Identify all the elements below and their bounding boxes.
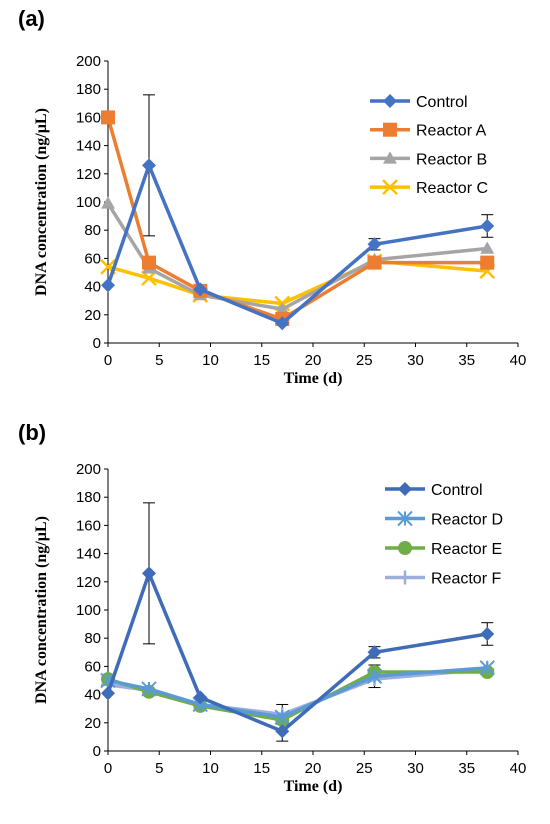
a-x-tick-label: 25 (356, 352, 373, 369)
b-y-tick-label: 180 (76, 489, 101, 506)
a-legend-marker (382, 179, 398, 195)
b-series-0-point (193, 690, 208, 705)
panel-b-label: (b) (18, 420, 47, 445)
b-legend-marker (397, 510, 413, 527)
a-x-tick-label: 40 (510, 352, 527, 369)
a-x-tick-label: 30 (407, 352, 424, 369)
b-legend-marker (398, 482, 412, 496)
a-series-line-3 (107, 259, 488, 306)
a-y-tick-label: 40 (84, 279, 101, 296)
b-series-0-point (480, 626, 495, 641)
a-y-tick-label: 160 (76, 109, 101, 126)
a-x-tick-label: 20 (305, 352, 322, 369)
b-x-tick-label: 5 (155, 760, 163, 777)
b-y-tick-label: 140 (76, 546, 101, 563)
b-x-tick-label: 20 (305, 760, 322, 777)
b-legend-label: Reactor E (431, 541, 502, 558)
a-y-tick-label: 180 (76, 81, 101, 98)
chart-a: 0 20 40 60 80 100 120 140 160 180 200 0 5 10 15 20 25 30 3… (33, 53, 527, 387)
a-series-0-point (142, 158, 156, 173)
a-series-2-point (101, 196, 115, 209)
a-y-tick-label: 0 (93, 335, 101, 352)
a-legend-marker (383, 151, 397, 164)
a-series-line-0 (106, 163, 488, 326)
b-series-0-point (275, 724, 290, 739)
a-y-tick-label: 200 (76, 53, 101, 70)
b-x-tick-label: 35 (458, 760, 475, 777)
a-legend-label: Reactor C (416, 180, 488, 197)
b-series-0-point (367, 645, 382, 660)
b-x-tick-label: 25 (356, 760, 373, 777)
b-legend-label: Reactor D (431, 512, 503, 529)
a-y-tick-label: 80 (84, 222, 101, 239)
b-y-tick-label: 60 (84, 658, 101, 675)
b-x-tick-label: 10 (202, 760, 219, 777)
a-series-1-point (480, 255, 495, 270)
a-series-line-1 (106, 116, 488, 321)
b-series-1-point (141, 681, 157, 697)
a-x-tick-label: 35 (458, 352, 475, 369)
b-series-1-point (366, 668, 383, 684)
a-series-line-2 (106, 202, 488, 311)
a-series-1-point (142, 255, 156, 270)
b-series-line-3 (107, 667, 488, 717)
a-y-tick-label: 140 (76, 138, 101, 155)
b-x-tick-label: 15 (253, 760, 270, 777)
b-legend-marker (398, 541, 412, 555)
a-series-0-point (367, 237, 382, 252)
a-x-tick-label: 15 (253, 352, 270, 369)
a-legend-label: Reactor B (416, 151, 487, 168)
b-y-tick-label: 0 (93, 743, 101, 760)
a-series-1-point (367, 255, 382, 270)
a-legend-label: Control (416, 94, 468, 111)
b-y-tick-label: 200 (76, 461, 101, 478)
a-y-tick-label: 120 (76, 166, 101, 183)
b-y-tick-label: 160 (76, 517, 101, 534)
b-series-line-0 (106, 571, 488, 734)
b-y-tick-label: 100 (76, 602, 101, 619)
a-series-1-point (101, 110, 115, 125)
a-legend-marker (383, 94, 397, 108)
a-series-0-point (480, 218, 495, 233)
chart-b: 0 20 40 60 80 100 120 140 160 180 200 0 5 10 15 20 25 30 3… (33, 461, 527, 795)
b-legend-marker (398, 570, 412, 585)
a-series-0-point (101, 278, 115, 293)
a-series-2-point (275, 302, 290, 315)
a-y-tick-label: 60 (84, 250, 101, 267)
a-x-tick-label: 10 (202, 352, 219, 369)
a-y-axis-title: DNA concentration (ng/µL) (33, 108, 50, 296)
a-series-2-point (480, 241, 495, 254)
b-y-tick-label: 80 (84, 630, 101, 647)
b-series-1-point (479, 660, 495, 676)
a-legend-marker (383, 122, 397, 137)
a-x-tick-label: 5 (155, 352, 163, 369)
b-y-axis-title: DNA concentration (ng/µL) (33, 516, 50, 704)
b-series-line-2 (107, 670, 488, 722)
b-y-tick-label: 40 (84, 687, 101, 704)
a-legend-label: Reactor A (416, 123, 487, 140)
b-x-tick-label: 30 (407, 760, 424, 777)
a-x-axis-title: Time (d) (284, 370, 343, 387)
a-y-tick-label: 20 (84, 307, 101, 324)
b-x-axis-title: Time (d) (284, 778, 343, 795)
b-series-1-point (274, 709, 290, 725)
b-x-tick-label: 0 (104, 760, 112, 777)
b-y-tick-label: 20 (84, 715, 101, 732)
b-x-tick-label: 40 (510, 760, 527, 777)
b-series-0-point (101, 686, 115, 701)
a-y-tick-label: 100 (76, 194, 101, 211)
b-series-0-point (142, 566, 156, 581)
b-legend-label: Reactor F (431, 571, 501, 588)
b-series-line-1 (107, 666, 488, 719)
a-x-tick-label: 0 (104, 352, 112, 369)
a-series-0-point (193, 282, 208, 297)
panel-a-label: (a) (18, 6, 45, 31)
b-y-tick-label: 120 (76, 574, 101, 591)
b-legend-label: Control (431, 482, 483, 499)
a-series-0-point (275, 316, 290, 331)
